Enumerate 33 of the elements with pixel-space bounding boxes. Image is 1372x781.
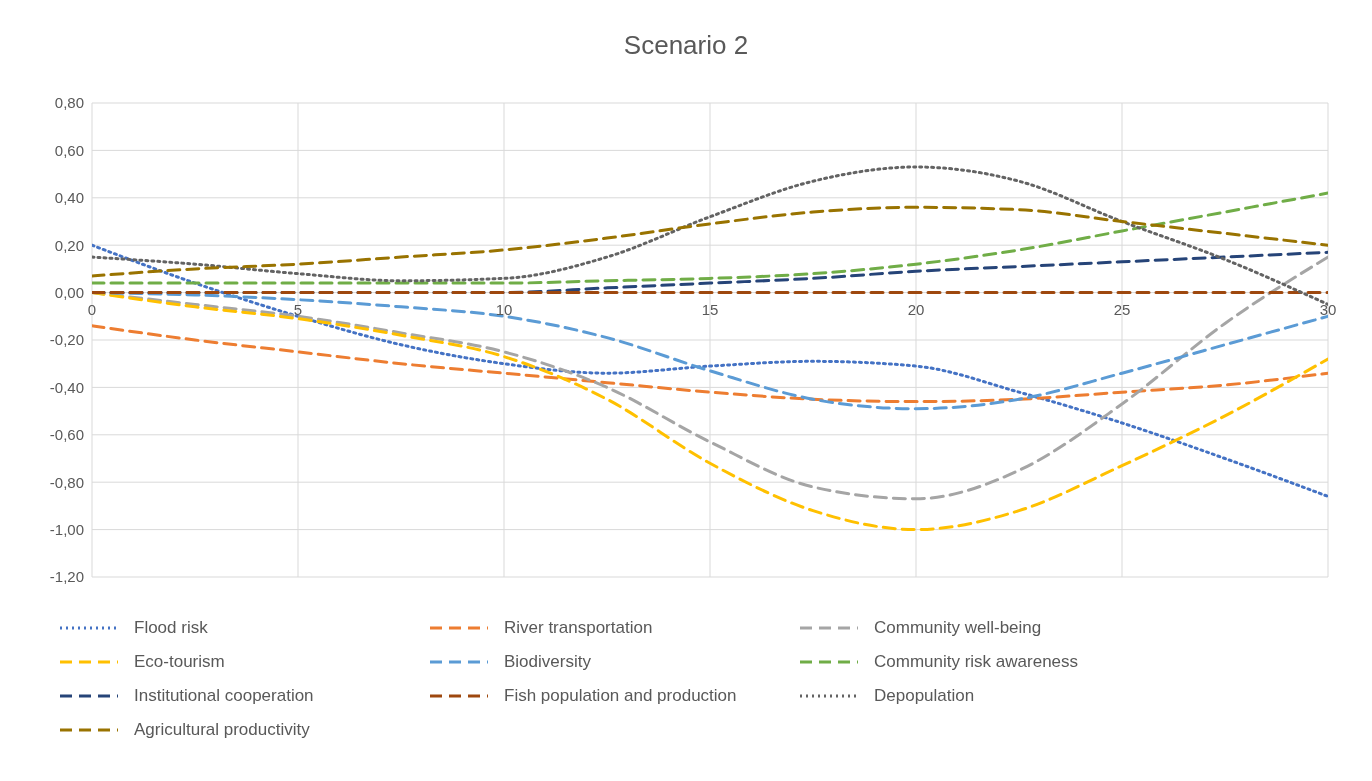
y-tick-label: -0,80: [49, 473, 84, 491]
y-tick-label: -0,60: [49, 426, 84, 444]
x-tick-label: 25: [1113, 300, 1131, 318]
legend-label: Flood risk: [134, 618, 208, 638]
legend-label: Community risk awareness: [874, 652, 1079, 672]
y-tick-label: 0,20: [54, 236, 84, 254]
x-tick-label: 15: [701, 300, 719, 318]
x-tick-label: 0: [87, 300, 97, 318]
legend-label: Fish population and production: [504, 686, 737, 706]
legend-label: Depopulation: [874, 686, 975, 706]
line-series: [92, 165, 1328, 306]
y-tick-label: 0,00: [54, 283, 84, 301]
legend-label: Biodiversity: [504, 652, 591, 672]
line-series: [92, 191, 1328, 285]
y-tick-label: -0,20: [49, 331, 84, 349]
y-tick-label: -0,40: [49, 378, 84, 396]
y-tick-label: 0,40: [54, 189, 84, 207]
x-tick-label: 5: [293, 300, 303, 318]
chart-title: Scenario 2: [622, 30, 750, 61]
y-tick-label: 0,80: [54, 94, 84, 112]
legend-label: Community well-being: [874, 618, 1042, 638]
x-tick-label: 20: [907, 300, 925, 318]
legend-label: Agricultural productivity: [134, 720, 310, 740]
legend-label: Eco-tourism: [134, 652, 225, 672]
x-tick-label: 10: [495, 300, 513, 318]
line-series: [92, 205, 1328, 278]
y-tick-label: 0,60: [54, 141, 84, 159]
y-tick-label: -1,00: [49, 520, 84, 538]
line-series: [92, 324, 1328, 404]
x-tick-label: 30: [1319, 300, 1337, 318]
y-tick-label: -1,20: [49, 568, 84, 586]
legend-label: River transportation: [504, 618, 653, 638]
legend-label: Institutional cooperation: [134, 686, 314, 706]
